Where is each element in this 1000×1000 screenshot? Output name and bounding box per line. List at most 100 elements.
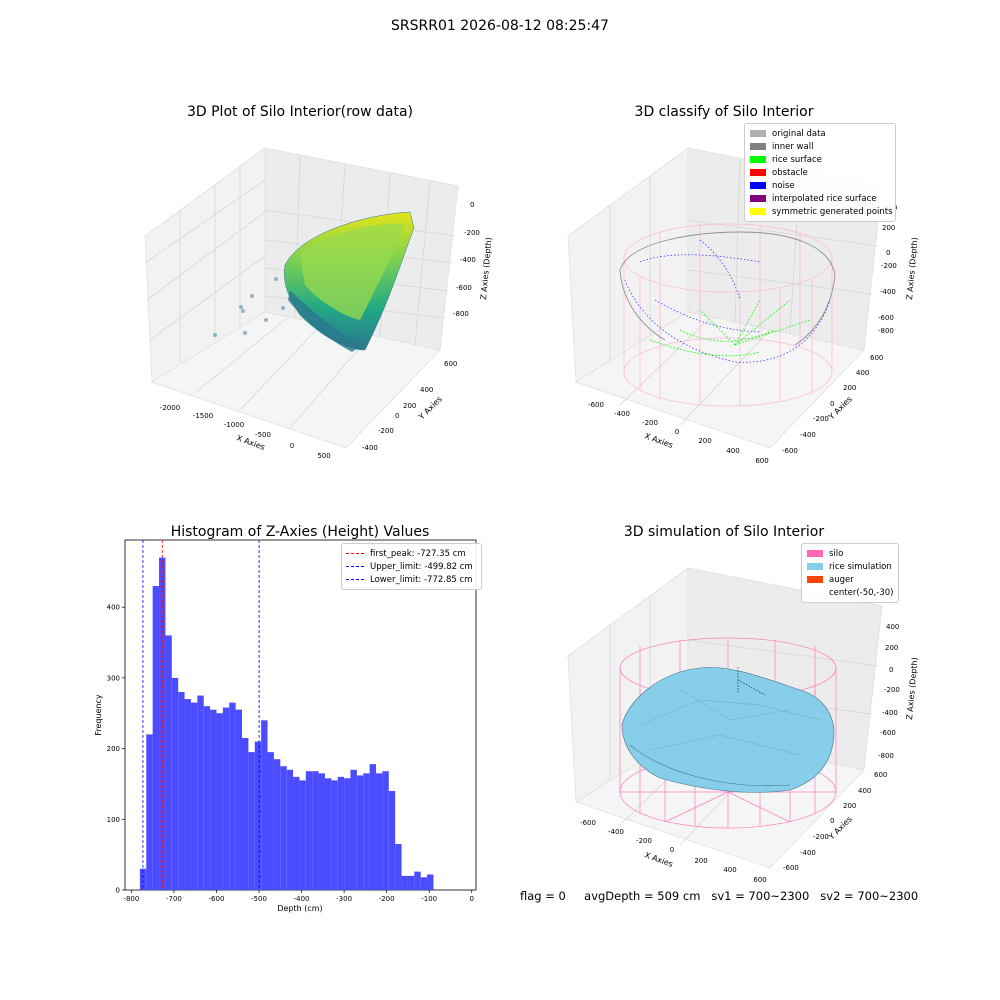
classify-plot-title: 3D classify of Silo Interior xyxy=(634,104,814,120)
status-line: flag = 0 avgDepth = 509 cm sv1 = 700~230… xyxy=(520,889,918,903)
classify-ztick: 200 xyxy=(882,224,895,232)
sim-ytick: 0 xyxy=(830,817,834,825)
avg-depth-text: avgDepth = 509 cm xyxy=(584,889,701,903)
sim-ztick: 200 xyxy=(885,644,898,652)
raw-xtick: -1000 xyxy=(224,421,244,429)
raw-xtick: 0 xyxy=(290,442,294,450)
histogram-bar xyxy=(229,702,236,890)
histogram-bar xyxy=(324,778,332,890)
histogram-bar xyxy=(197,695,204,890)
histogram-bar xyxy=(363,773,370,890)
histogram-bar xyxy=(337,776,345,890)
histogram-bar xyxy=(401,875,408,890)
legend-label: rice surface xyxy=(772,154,822,165)
sim-ztick: -800 xyxy=(878,752,894,760)
classify-xtick: 600 xyxy=(755,457,768,465)
histogram-ylabel: Frequency xyxy=(94,694,103,736)
histogram-xticks: -800 -700 -600 -500 -400 -300 -200 -100 0 xyxy=(123,890,474,903)
histogram-bar xyxy=(248,752,255,890)
histogram-bar xyxy=(331,780,338,890)
legend-label: interpolated rice surface xyxy=(772,193,877,204)
legend-swatch xyxy=(807,563,823,570)
histogram-bar xyxy=(293,776,300,890)
sv1-text: sv1 = 700~2300 xyxy=(711,889,810,903)
histogram-bar xyxy=(388,791,396,890)
classify-ytick: 400 xyxy=(856,369,869,377)
classify-noise xyxy=(624,239,831,363)
legend-label: noise xyxy=(772,180,795,191)
sim-ytick: 400 xyxy=(858,787,871,795)
legend-swatch xyxy=(750,156,766,163)
sim-ytick: 600 xyxy=(874,771,887,779)
simulation-rice-surface xyxy=(621,667,835,793)
legend-label: center(-50,-30) xyxy=(829,587,894,598)
histogram-bar xyxy=(407,875,415,890)
legend-item: symmetric generated points xyxy=(750,205,893,218)
classify-ztick: -200 xyxy=(881,262,897,270)
legend-label: obstacle xyxy=(772,167,808,178)
classify-ytick: -200 xyxy=(813,415,829,423)
classify-xtick: -400 xyxy=(614,410,630,418)
classify-ztick: 0 xyxy=(886,249,890,257)
legend-item: rice simulation xyxy=(807,560,893,573)
raw-point xyxy=(243,331,247,335)
raw-ytick: 200 xyxy=(403,402,416,410)
simulation-auger xyxy=(737,667,766,696)
histogram-bar xyxy=(235,709,242,890)
sim-ytick: 200 xyxy=(843,802,856,810)
histogram-bar xyxy=(286,769,294,890)
legend-swatch xyxy=(750,182,766,189)
raw-xtick: -2000 xyxy=(160,404,180,412)
raw-ztick: -200 xyxy=(464,229,480,237)
raw-point xyxy=(241,309,245,313)
raw-ztick: 0 xyxy=(470,201,474,209)
classify-rice-surface xyxy=(649,299,811,357)
x-tick-label: -100 xyxy=(421,895,437,903)
x-tick-label: 0 xyxy=(470,895,474,903)
histogram-bar xyxy=(382,771,389,890)
raw-point xyxy=(213,333,217,337)
classify-ytick: 200 xyxy=(843,384,856,392)
histogram-bar xyxy=(216,713,223,890)
legend-item: auger xyxy=(807,573,893,586)
y-tick-label: 200 xyxy=(107,745,120,753)
x-tick-label: -500 xyxy=(251,895,267,903)
legend-swatch xyxy=(750,169,766,176)
histogram-legend: first_peak: -727.35 cm Upper_limit: -499… xyxy=(341,543,482,590)
histogram-yticks: 0 100 200 300 400 xyxy=(107,604,125,895)
histogram-bar xyxy=(242,737,249,890)
legend-line xyxy=(346,579,364,580)
histogram-bar xyxy=(261,720,268,890)
histogram-bar xyxy=(420,877,428,890)
classify-ytick: -600 xyxy=(782,447,798,455)
sv2-text: sv2 = 700~2300 xyxy=(820,889,919,903)
raw-xtick: -1500 xyxy=(193,412,213,420)
sim-xtick: -400 xyxy=(608,828,624,836)
classify-ytick: 600 xyxy=(870,354,883,362)
legend-item: inner wall xyxy=(750,140,890,153)
sim-xtick: 0 xyxy=(670,846,674,854)
histogram-bar xyxy=(190,702,198,890)
raw-point xyxy=(239,305,243,309)
legend-swatch xyxy=(750,143,766,150)
simulation-plot-title: 3D simulation of Silo Interior xyxy=(623,524,825,540)
histogram-bar xyxy=(178,692,185,890)
histogram-bar xyxy=(222,707,230,890)
legend-line xyxy=(346,553,364,554)
raw-point xyxy=(281,306,285,310)
classify-legend: original data inner wall rice surface ob… xyxy=(744,123,896,222)
histogram-bar xyxy=(369,764,377,890)
histogram-bar xyxy=(171,677,179,890)
histogram-bar xyxy=(152,585,160,890)
classify-ytick: -400 xyxy=(800,431,816,439)
classify-ztick: -600 xyxy=(878,314,894,322)
histogram-bar xyxy=(273,759,281,890)
flag-text: flag = 0 xyxy=(520,889,566,903)
y-tick-label: 0 xyxy=(116,887,120,895)
histogram-bar xyxy=(299,780,306,890)
histogram-bar xyxy=(267,752,274,890)
sim-xtick: 200 xyxy=(694,857,707,865)
histogram-bar xyxy=(203,706,211,890)
legend-item: obstacle xyxy=(750,166,890,179)
